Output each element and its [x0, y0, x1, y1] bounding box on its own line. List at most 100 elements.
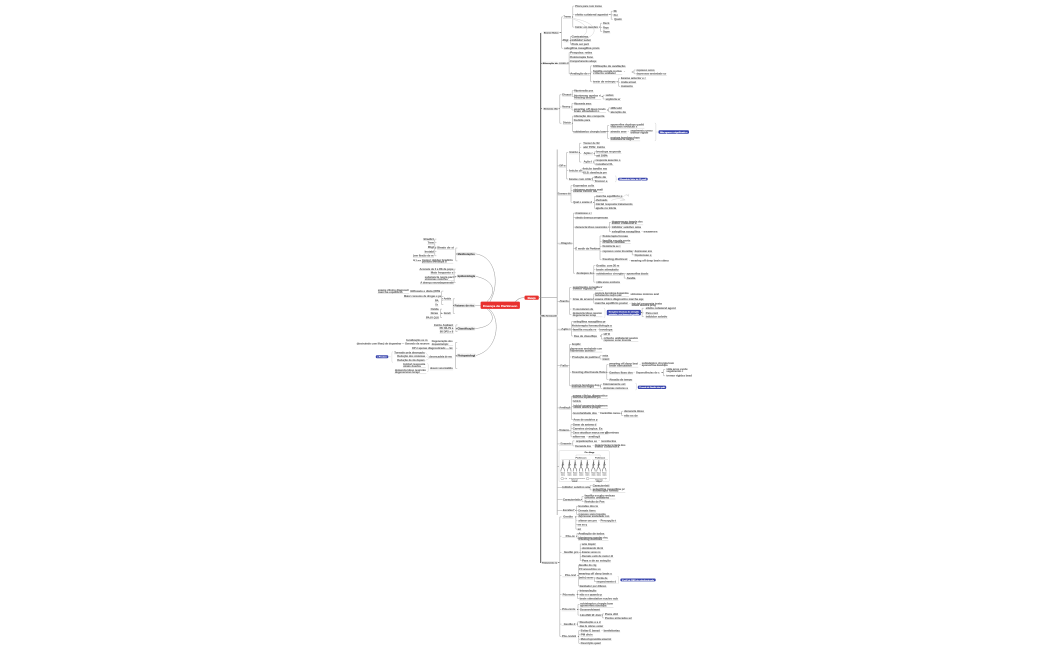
svg-text:Pós-revis: Pós-revis: [563, 594, 576, 596]
svg-text:degeneracao terapi: degeneracao terapi: [395, 371, 420, 374]
svg-text:Degeneração dos: Degeneração dos: [432, 340, 454, 343]
svg-text:Grau de arsena: Grau de arsena: [573, 299, 594, 301]
svg-text:das E obras estar: das E obras estar: [580, 625, 604, 628]
svg-text:Redução da via dopam: Redução da via dopam: [397, 359, 424, 362]
svg-text:fase: fase: [592, 473, 596, 475]
svg-text:Follo: Follo: [560, 365, 568, 367]
svg-text:Para cont: Para cont: [646, 312, 658, 315]
svg-text:selegilina rasagilina pr: selegilina rasagilina pr: [593, 489, 625, 491]
svg-text:Decú: Decú: [603, 23, 610, 25]
svg-text:→: →: [586, 436, 588, 438]
svg-text:Classificação: Classificação: [458, 328, 476, 331]
svg-text:marc: marc: [597, 473, 601, 476]
svg-text:fase: fase: [567, 473, 571, 475]
svg-text:sintomas motores aval: sintomas motores aval: [631, 293, 660, 296]
svg-text:Para o de as estação: Para o de as estação: [582, 559, 611, 562]
svg-text:Percepção t: Percepção t: [601, 520, 617, 523]
svg-text:Insônia para: Insônia para: [574, 119, 591, 122]
svg-text:Redução dos sistemas: Redução dos sistemas: [397, 355, 426, 358]
svg-text:postura levodopa dopamina: postura levodopa dopamina: [595, 292, 629, 295]
svg-text:inibidor seletivo am: inibidor seletivo am: [562, 486, 589, 489]
svg-text:Alteração dos comporta: Alteração dos comporta: [574, 115, 605, 118]
svg-text:→: →: [598, 520, 600, 522]
svg-text:efeito colateral a: efeito colateral a: [612, 222, 638, 225]
svg-text:substancia negra paci: substancia negra paci: [425, 276, 454, 279]
svg-text:→: →: [624, 71, 626, 73]
svg-text:tremor rigidez br: tremor rigidez br: [573, 288, 597, 291]
svg-text:selegilina rasagilina: selegilina rasagilina: [612, 231, 641, 233]
svg-text:diagnó: diagnó: [596, 481, 602, 483]
svg-text:subtalamico cirurgia bom: subtalamico cirurgia bom: [580, 603, 613, 606]
svg-text:apomorfina duodopa: apomorfina duodopa: [642, 365, 669, 367]
svg-text:Pode ser part: Pode ser part: [572, 43, 590, 46]
svg-text:exame clinico diagnostico: exame clinico diagnostico: [573, 394, 608, 397]
svg-text:Encamin: Encamin: [561, 444, 572, 446]
svg-text:Pós-revi: Pós-revi: [565, 575, 576, 577]
svg-text:Grau: Grau: [431, 313, 439, 315]
svg-text:marcha equilibrio postur: marcha equilibrio postur: [595, 302, 628, 305]
svg-text:destaques de: destaques de: [577, 272, 594, 275]
svg-text:wearing off deep brain s: wearing off deep brain s: [579, 573, 613, 575]
svg-text:Perfil de DBS de referência ad: Perfil de DBS de referência ade: [622, 579, 654, 582]
svg-text:A doença neurodegenerativ: A doença neurodegenerativ: [420, 281, 454, 284]
svg-text:esta: esta: [603, 354, 609, 357]
svg-text:Fatores de risc: Fatores de risc: [455, 304, 476, 307]
svg-text:Escolaridade dos: Escolaridade dos: [573, 413, 597, 415]
svg-text:substancia negra: substancia negra: [572, 386, 595, 389]
svg-text:Supre: Supre: [603, 31, 611, 33]
svg-text:benfeitorias: benfeitorias: [604, 629, 621, 632]
svg-text:desencadeia de mo: desencadeia de mo: [429, 356, 452, 358]
svg-text:desenv anormalida: desenv anormalida: [430, 368, 453, 370]
svg-text:PD 65-79 a: PD 65-79 a: [440, 328, 454, 330]
svg-text:exame clinico diagnosti: exame clinico diagnosti: [378, 289, 409, 292]
svg-text:→: →: [641, 230, 643, 232]
svg-text:até 70%: início: até 70%: início: [583, 146, 605, 149]
svg-text:familia escala re: familia escala re: [573, 330, 597, 332]
svg-text:brain stimulation n: brain stimulation n: [574, 110, 600, 113]
svg-text:Tornado pela desregula: Tornado pela desregula: [394, 352, 425, 354]
svg-text:freezing discine: freezing discine: [574, 98, 596, 100]
svg-text:Qual o exame d: Qual o exame d: [573, 202, 592, 204]
svg-text:degeneracao terapia dos: degeneracao terapia dos: [612, 221, 644, 224]
svg-text:wearing off deep brain stimu: wearing off deep brain stimu: [631, 259, 669, 262]
svg-text:demencia idoso neuron: demencia idoso neuron: [573, 313, 603, 315]
svg-text:Início tardio na: Início tardio na: [583, 167, 607, 170]
svg-text:depressao ansiedade co: depressao ansiedade co: [637, 74, 667, 76]
svg-text:Sinais de si: Sinais de si: [437, 248, 454, 250]
svg-text:fase: fase: [585, 473, 589, 475]
svg-text:Pós-re: Pós-re: [566, 536, 576, 538]
svg-text:Tremor de 4H: Tremor de 4H: [583, 142, 599, 145]
svg-text:→: →: [601, 630, 603, 632]
svg-text:80 DP2 ≥ 8: 80 DP2 ≥ 8: [440, 331, 454, 334]
svg-text:familia escala revis: familia escala revis: [603, 240, 632, 242]
svg-text:Tremo: Tremo: [564, 17, 572, 19]
svg-text:Per: Per: [614, 15, 618, 17]
svg-text:Acomete de 2 a 3% da popu: Acomete de 2 a 3% da popu: [420, 268, 454, 271]
svg-text:e Preview: e Preview: [377, 357, 387, 359]
svg-text:Pós-revis: Pós-revis: [562, 609, 576, 611]
svg-text:Utilização de avaliação: Utilização de avaliação: [593, 65, 626, 68]
svg-text:sintomas motores a: sintomas motores a: [603, 387, 629, 390]
svg-text:Caminhão cansa: Caminhão cansa: [600, 412, 620, 415]
svg-text:marc: marc: [585, 473, 589, 476]
svg-text:Gerar de antena d: Gerar de antena d: [573, 423, 597, 426]
svg-text:criterio unilater: criterio unilater: [593, 72, 616, 75]
svg-text:Desenvolviment: Desenvolviment: [580, 608, 600, 611]
svg-text:esquecimento d: esquecimento d: [597, 581, 617, 584]
svg-text:urgência ur: urgência ur: [606, 98, 621, 101]
svg-text:inibidor selet: inibidor selet: [572, 39, 591, 42]
svg-text:DP é apenas diagnosticado — Ex: DP é apenas diagnosticado — Ex: [412, 347, 453, 350]
svg-text:→: →: [627, 131, 629, 133]
svg-text:dificuld: dificuld: [611, 108, 623, 110]
svg-text:Ação l: Ação l: [584, 161, 593, 164]
svg-text:substancia negra: substancia negra: [611, 138, 635, 141]
svg-text:em eu q: em eu q: [578, 525, 588, 527]
svg-text:Disaut: Disaut: [562, 94, 571, 97]
svg-text:postura levodopa dopa: postura levodopa dopa: [611, 136, 641, 139]
svg-text:familia escala revisao: familia escala revisao: [585, 495, 616, 497]
svg-text:selegilina rasagilina pr: selegilina rasagilina pr: [573, 321, 605, 323]
svg-text:marc: marc: [603, 473, 607, 476]
svg-text:postura levodopa dop: postura levodopa dop: [572, 384, 600, 387]
svg-text:através ener: através ener: [611, 130, 627, 133]
svg-text:hipotensao quedas risc: hipotensao quedas risc: [578, 536, 608, 539]
